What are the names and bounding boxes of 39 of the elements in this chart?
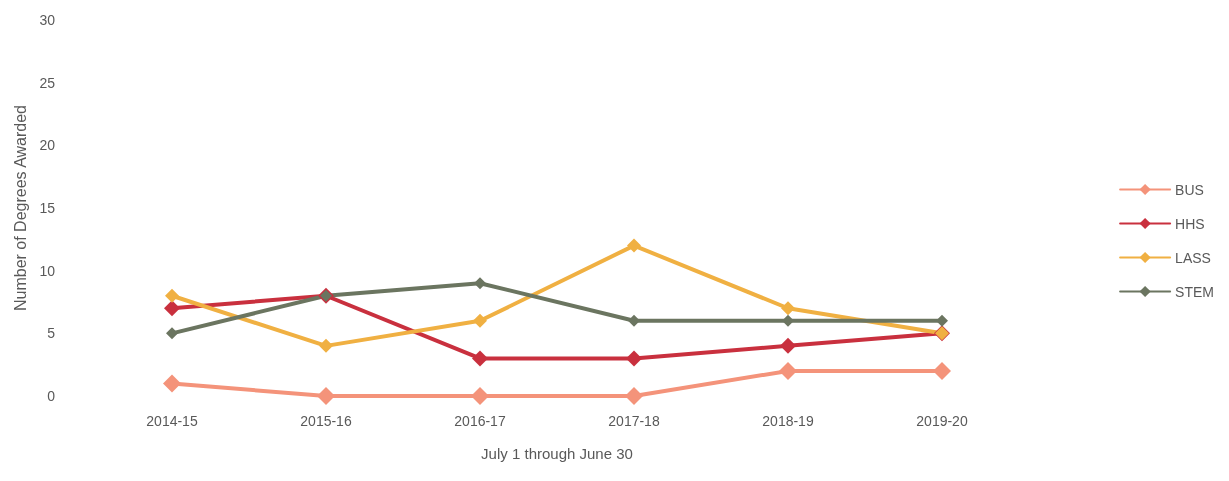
- point: [780, 337, 796, 354]
- legend-label: LASS: [1175, 249, 1211, 266]
- point: [471, 387, 489, 405]
- x-tick-label: 2015-16: [300, 413, 352, 429]
- y-axis-title: Number of Degrees Awarded: [12, 104, 30, 312]
- y-tick-label: 25: [39, 74, 56, 91]
- x-tick-label: 2017-18: [608, 413, 660, 429]
- y-tick-label: 0: [47, 388, 56, 404]
- point: [472, 350, 488, 367]
- point: [625, 387, 643, 405]
- y-tick-label: 20: [39, 137, 56, 154]
- x-tick-label: 2016-17: [454, 413, 506, 429]
- legend-label: STEM: [1175, 283, 1214, 300]
- point: [626, 350, 642, 367]
- point: [474, 277, 486, 290]
- point: [933, 361, 951, 380]
- point: [779, 361, 797, 380]
- x-tick-label: 2014-15: [146, 413, 198, 429]
- y-tick-label: 30: [39, 12, 56, 28]
- point: [628, 314, 640, 327]
- point: [936, 314, 948, 327]
- point: [164, 300, 180, 317]
- point: [627, 238, 641, 253]
- x-axis-title: July 1 through June 30: [481, 445, 633, 462]
- legend-label: BUS: [1175, 181, 1204, 198]
- y-tick-label: 15: [39, 200, 56, 216]
- point: [165, 288, 179, 303]
- y-tick-label: 10: [39, 262, 56, 279]
- point: [166, 327, 178, 340]
- point: [317, 387, 335, 405]
- point: [473, 313, 487, 328]
- legend-label: HHS: [1175, 215, 1205, 232]
- point: [781, 301, 795, 316]
- x-tick-label: 2019-20: [916, 413, 968, 429]
- point: [782, 314, 794, 327]
- y-tick-label: 5: [47, 325, 56, 342]
- x-tick-label: 2018-19: [762, 413, 814, 429]
- point: [319, 338, 333, 353]
- point: [163, 374, 181, 393]
